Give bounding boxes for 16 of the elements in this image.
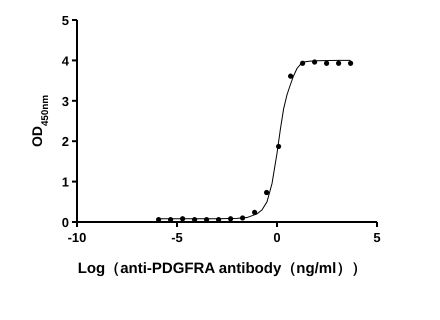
x-axis-title: Log（anti-PDGFRA antibody（ng/ml）） bbox=[78, 260, 366, 277]
y-tick-label: 2 bbox=[62, 134, 69, 150]
point bbox=[288, 74, 294, 79]
point bbox=[336, 60, 342, 66]
x-tick-label: 5 bbox=[373, 230, 381, 245]
x-tick-label: -10 bbox=[68, 230, 86, 245]
x-tick-label: 0 bbox=[273, 230, 281, 245]
y-tick-label: 0 bbox=[62, 215, 69, 230]
y-tick-label: 4 bbox=[62, 53, 70, 68]
point bbox=[264, 190, 270, 196]
x-tick-label: -5 bbox=[171, 230, 183, 245]
y-tick-label: 3 bbox=[62, 94, 69, 109]
y-tick-label: 1 bbox=[62, 174, 69, 190]
point bbox=[348, 60, 354, 66]
point bbox=[324, 60, 330, 66]
y-tick-label: 5 bbox=[62, 13, 69, 28]
